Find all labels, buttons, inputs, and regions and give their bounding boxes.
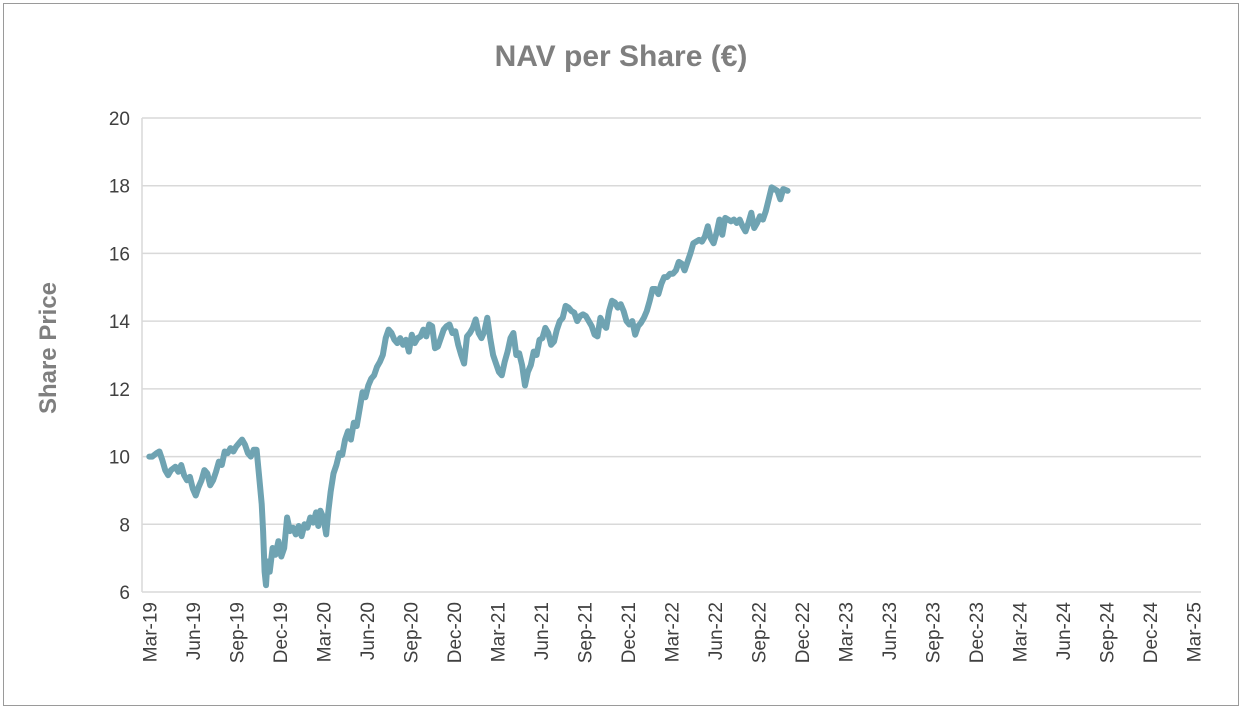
chart-title: NAV per Share (€) xyxy=(495,40,748,73)
series-line-0 xyxy=(146,184,791,589)
x-tick-label: Mar-25 xyxy=(1185,602,1206,662)
x-tick-label: Mar-21 xyxy=(488,602,509,662)
x-tick-label: Jun-24 xyxy=(1054,602,1075,661)
x-tick-label: Sep-19 xyxy=(227,602,248,663)
x-tick-label: Jun-21 xyxy=(532,602,553,660)
x-tick-label: Mar-20 xyxy=(314,602,335,662)
x-tick-label: Dec-23 xyxy=(967,602,988,663)
y-tick-label: 10 xyxy=(109,448,130,469)
x-tick-label: Jun-20 xyxy=(358,602,379,660)
x-tick-label: Jun-19 xyxy=(184,602,205,660)
y-axis-label: Share Price xyxy=(35,282,62,414)
x-tick-label: Dec-22 xyxy=(793,602,814,663)
y-tick-label: 6 xyxy=(119,583,130,604)
y-tick-label: 12 xyxy=(109,380,130,401)
x-tick-label: Sep-22 xyxy=(750,602,771,663)
y-tick-label: 14 xyxy=(109,312,131,333)
x-tick-label: Mar-24 xyxy=(1011,602,1032,663)
x-tick-label: Dec-20 xyxy=(445,602,466,663)
y-tick-label: 18 xyxy=(109,177,130,198)
x-tick-label: Sep-21 xyxy=(575,602,596,663)
x-tick-label: Sep-24 xyxy=(1098,602,1119,664)
x-tick-label: Sep-23 xyxy=(924,602,945,663)
x-tick-label: Jun-22 xyxy=(706,602,727,660)
x-tick-label: Dec-21 xyxy=(619,602,640,663)
y-tick-label: 20 xyxy=(109,109,130,130)
x-tick-label: Jun-23 xyxy=(880,602,901,660)
y-tick-label: 8 xyxy=(119,515,130,536)
chart-frame: NAV per Share (€) Share Price 6 8 10 12 14 16… xyxy=(3,3,1239,706)
x-tick-label: Dec-19 xyxy=(271,602,292,663)
chart: NAV per Share (€) Share Price 6 8 10 12 14 16… xyxy=(35,40,1206,664)
x-tick-label: Mar-22 xyxy=(663,602,684,662)
y-tick-label: 16 xyxy=(109,244,130,265)
x-tick-label: Mar-19 xyxy=(140,602,161,662)
x-tick-label: Sep-20 xyxy=(401,602,422,663)
x-tick-label: Mar-23 xyxy=(837,602,858,662)
x-tick-label: Dec-24 xyxy=(1141,602,1162,664)
